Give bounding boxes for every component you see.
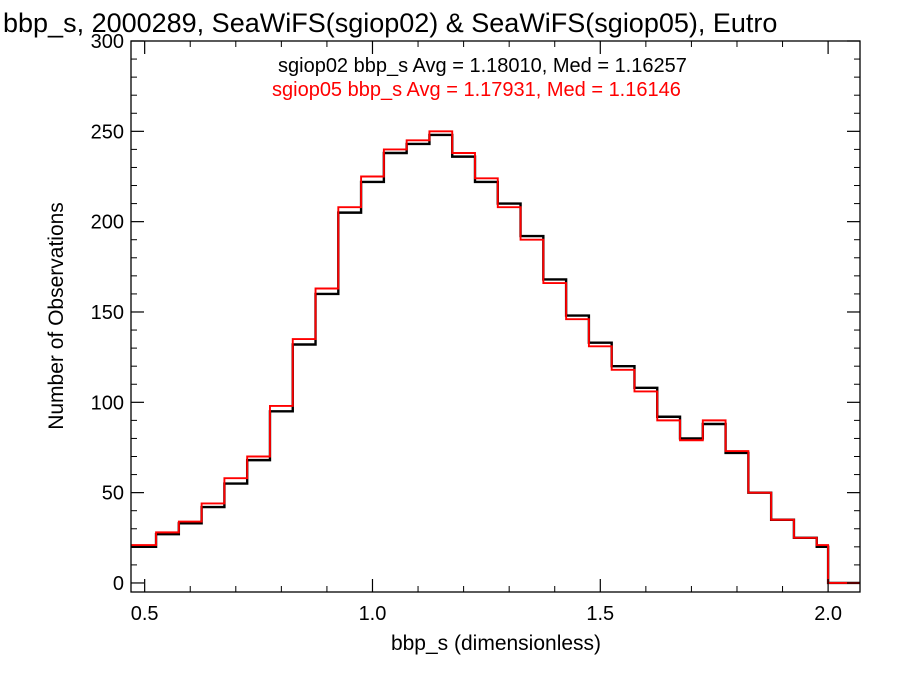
annotation-sgiop02: sgiop02 bbp_s Avg = 1.18010, Med = 1.162… xyxy=(278,55,687,77)
y-tick-label: 150 xyxy=(91,302,124,324)
series-line-2 xyxy=(131,130,860,584)
annotation-sgiop05: sgiop05 bbp_s Avg = 1.17931, Med = 1.161… xyxy=(272,79,681,101)
x-tick-label: 1.5 xyxy=(586,603,614,625)
x-tick-label: 2.0 xyxy=(814,603,842,625)
x-tick-label: 0.5 xyxy=(131,603,159,625)
plot-frame xyxy=(130,40,861,593)
x-axis-label: bbp_s (dimensionless) xyxy=(391,632,601,655)
y-tick-label: 300 xyxy=(91,31,124,53)
y-tick-label: 200 xyxy=(91,212,124,234)
y-tick-label: 50 xyxy=(102,483,124,505)
axis-layer: 0.5 1.0 1.5 2.0 0 50 100 150 200 250 300 xyxy=(91,31,860,625)
y-tick-label: 250 xyxy=(91,121,124,143)
chart-title: bbp_s, 2000289, SeaWiFS(sgiop02) & SeaWi… xyxy=(3,8,777,38)
y-tick-label: 100 xyxy=(91,392,124,414)
series-line-1 xyxy=(131,133,860,585)
x-tick-label: 1.0 xyxy=(359,603,387,625)
y-tick-label: 0 xyxy=(113,573,124,595)
series-layer xyxy=(131,130,860,585)
y-axis-label: Number of Observations xyxy=(45,202,68,430)
